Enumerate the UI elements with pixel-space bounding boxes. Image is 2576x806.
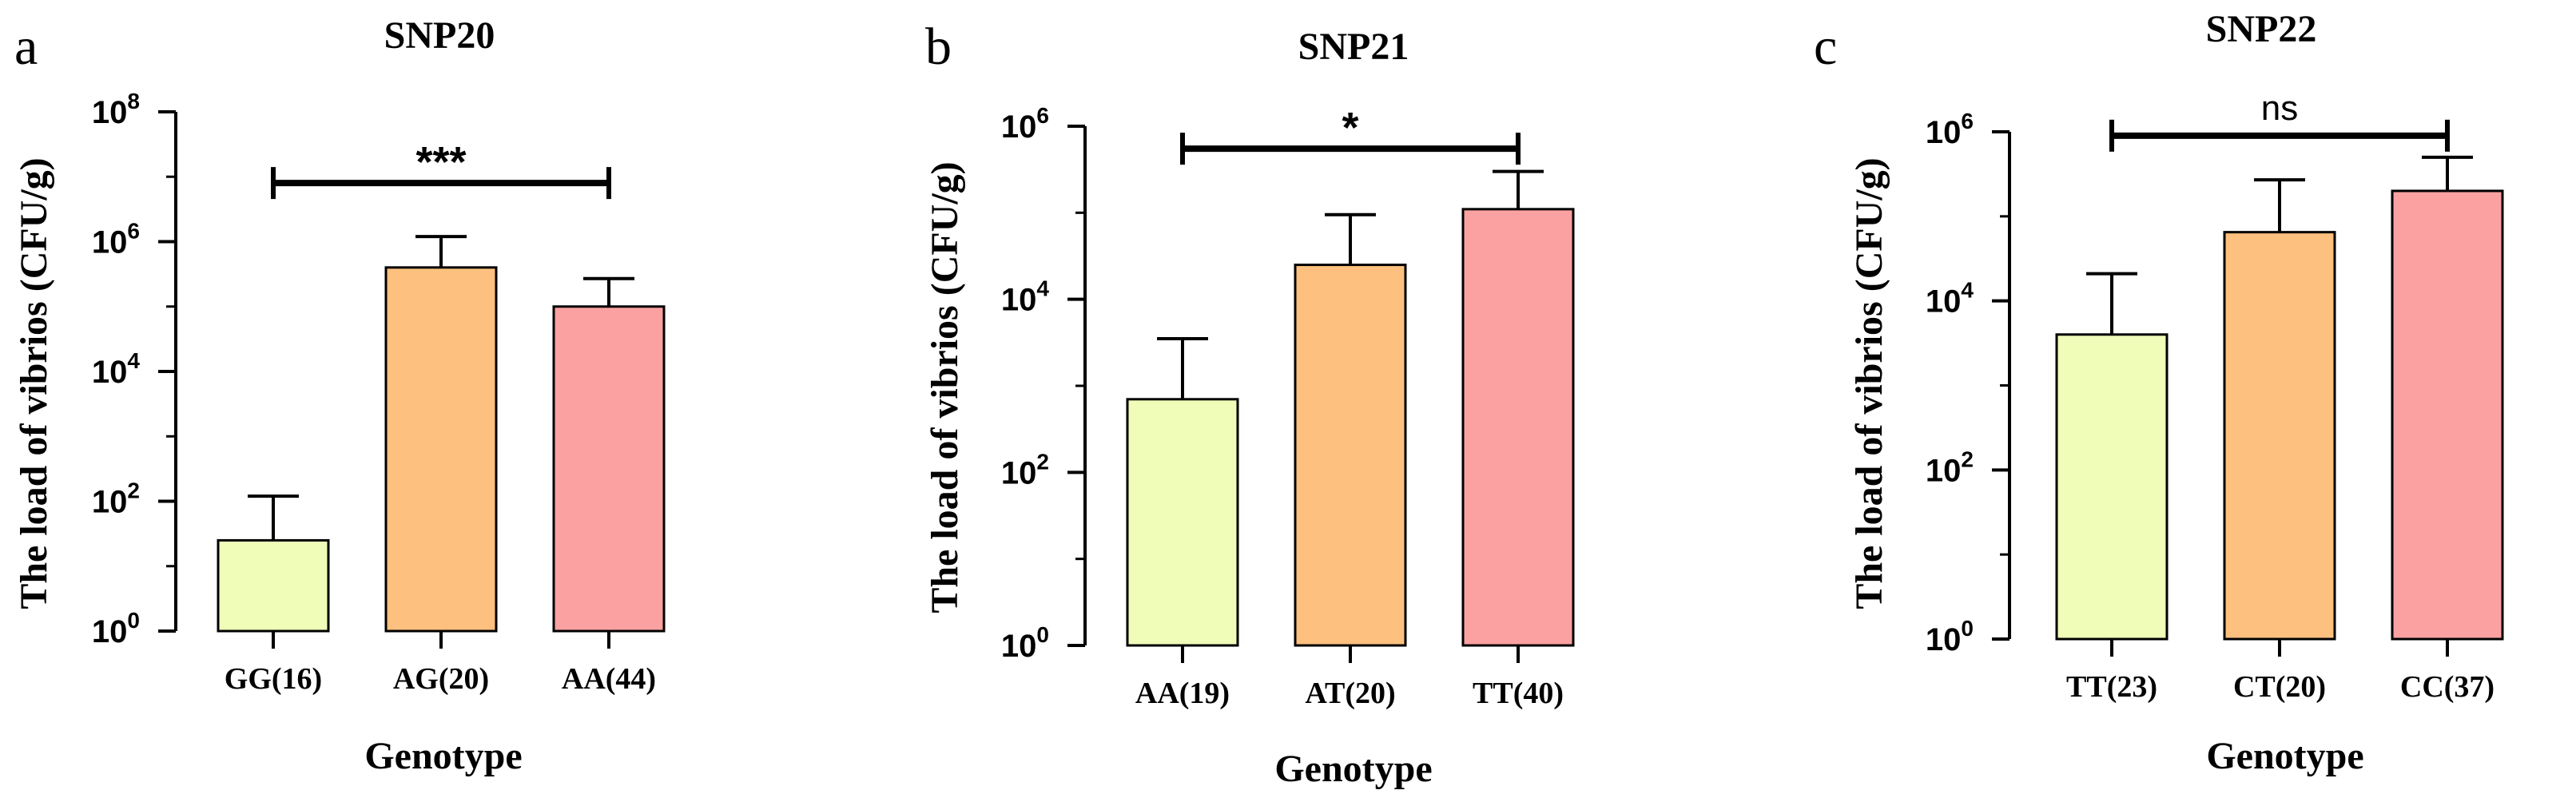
chart-title: SNP22: [2206, 8, 2317, 50]
x-tick-label: TT(23): [2066, 670, 2157, 704]
y-tick-label: 102: [1926, 447, 1974, 488]
y-tick-label: 104: [1001, 276, 1050, 318]
panel-a: a SNP20 The load of vibrios (CFU/g) Geno…: [13, 14, 666, 777]
y-axis-label: The load of vibrios (CFU/g): [13, 157, 55, 609]
y-tick-label: 102: [92, 478, 140, 520]
x-axis-label: Genotype: [1274, 748, 1432, 790]
y-tick-label: 100: [92, 608, 140, 649]
panel-b: b SNP21 The load of vibrios (CFU/g) Geno…: [924, 18, 1575, 790]
x-tick-label: AA(44): [562, 662, 656, 696]
x-tick-label: AT(20): [1305, 677, 1395, 710]
y-tick-label: 106: [92, 219, 140, 260]
significance-label: ***: [415, 138, 466, 186]
chart-title: SNP20: [384, 14, 495, 57]
bar: [384, 266, 498, 633]
bar: [1294, 264, 1407, 647]
x-tick-label: CT(20): [2233, 670, 2326, 704]
y-tick-label: 106: [1001, 103, 1049, 145]
bar: [217, 538, 330, 633]
panel-letter: a: [14, 18, 38, 76]
panel-letter: c: [1814, 18, 1837, 76]
bar: [1126, 398, 1239, 647]
y-axis-label: The load of vibrios (CFU/g): [1848, 157, 1890, 609]
x-tick-label: AG(20): [393, 662, 489, 696]
y-tick-label: 102: [1001, 449, 1049, 490]
x-axis-label: Genotype: [2206, 735, 2363, 777]
x-tick-label: TT(40): [1473, 677, 1564, 710]
x-tick-label: AA(19): [1135, 677, 1230, 710]
bar: [552, 305, 666, 633]
y-axis-label: The load of vibrios (CFU/g): [924, 161, 966, 613]
bar: [2223, 231, 2336, 641]
y-tick-label: 108: [92, 89, 140, 130]
y-tick-label: 106: [1926, 109, 1974, 150]
bar: [2055, 333, 2169, 641]
panel-letter: b: [925, 18, 952, 76]
y-tick-label: 104: [92, 348, 141, 390]
x-tick-label: CC(37): [2400, 670, 2495, 704]
y-tick-label: 100: [1926, 616, 1974, 657]
y-tick-label: 100: [1001, 622, 1049, 664]
significance-label: ns: [2261, 89, 2298, 128]
significance-label: *: [1342, 104, 1358, 152]
x-tick-label: GG(16): [225, 662, 322, 696]
chart-title: SNP21: [1298, 26, 1409, 68]
y-tick-label: 104: [1926, 278, 1974, 320]
bar: [1461, 208, 1575, 647]
x-axis-label: Genotype: [364, 735, 522, 777]
panel-c: c SNP22 The load of vibrios (CFU/g) Geno…: [1814, 8, 2504, 777]
bar: [2391, 189, 2504, 641]
